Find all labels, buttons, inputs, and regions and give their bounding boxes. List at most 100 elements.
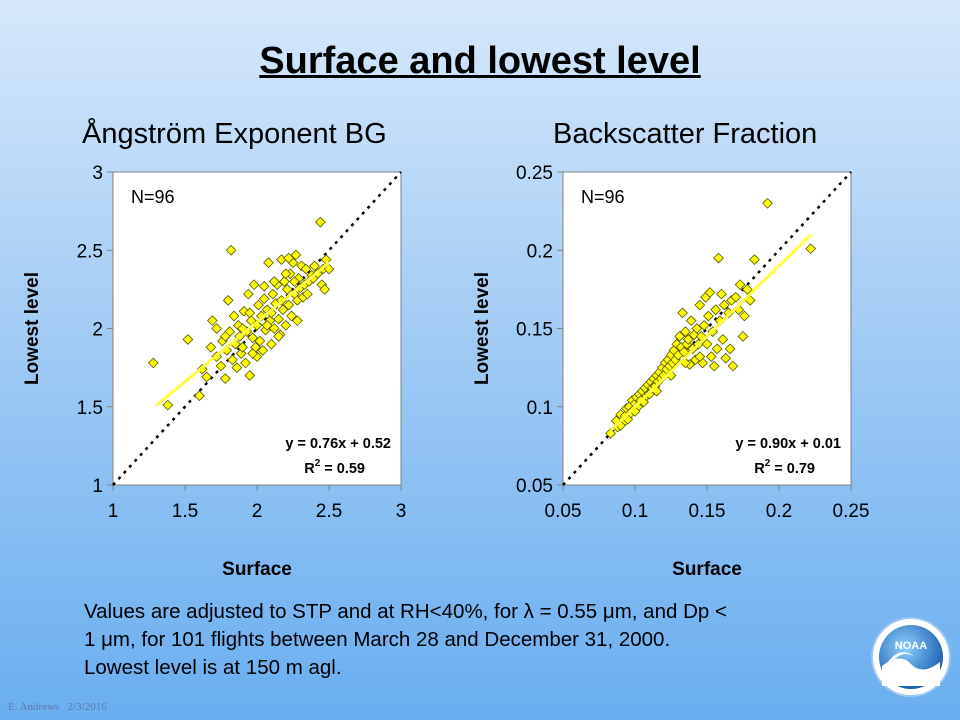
data-point bbox=[805, 243, 817, 255]
data-point bbox=[258, 280, 270, 292]
data-point bbox=[268, 323, 280, 334]
data-point bbox=[289, 276, 300, 287]
data-point bbox=[290, 249, 302, 261]
data-point bbox=[225, 244, 237, 256]
data-point bbox=[147, 357, 159, 369]
x-tick-label: 3 bbox=[396, 501, 407, 522]
noaa-logo-icon: NOAA bbox=[871, 617, 951, 697]
x-tick-label: 0.25 bbox=[833, 501, 870, 522]
data-point bbox=[206, 315, 218, 327]
backscatter-scatter-chart: 0.05 0.1 0.15 0.2 0.25 0.05 0.1 0.15 0.2 0.25 N=96… bbox=[472, 163, 870, 580]
data-point bbox=[730, 291, 742, 303]
data-point bbox=[240, 357, 251, 369]
footer: E. Andrews 2/3/2016 bbox=[8, 701, 107, 713]
data-point bbox=[242, 288, 254, 300]
data-point bbox=[739, 310, 750, 322]
data-point bbox=[302, 288, 313, 300]
data-point bbox=[671, 338, 683, 350]
data-point bbox=[219, 330, 231, 342]
data-point bbox=[703, 310, 714, 322]
data-point bbox=[182, 334, 194, 345]
data-point bbox=[201, 371, 212, 383]
data-point bbox=[162, 399, 174, 411]
data-point bbox=[319, 284, 331, 295]
data-point bbox=[266, 338, 277, 350]
data-point bbox=[247, 332, 259, 344]
data-point bbox=[705, 351, 717, 363]
data-point bbox=[749, 254, 760, 266]
x-tick-label: 0.05 bbox=[545, 501, 582, 522]
data-point bbox=[734, 279, 746, 291]
x-tick-label: 1.5 bbox=[172, 501, 198, 522]
data-point bbox=[267, 288, 279, 300]
x-tick-label: 0.15 bbox=[689, 501, 726, 522]
data-point bbox=[293, 273, 305, 284]
data-point bbox=[273, 313, 284, 325]
x-tick-label: 2 bbox=[252, 501, 263, 522]
data-point bbox=[231, 362, 243, 373]
data-point bbox=[227, 354, 238, 366]
data-point bbox=[720, 352, 732, 364]
data-point bbox=[283, 252, 295, 264]
data-point bbox=[727, 360, 739, 372]
data-point bbox=[718, 299, 730, 311]
data-point bbox=[205, 341, 217, 353]
x-axis-label: Surface bbox=[672, 559, 742, 580]
data-point bbox=[254, 335, 266, 347]
data-point bbox=[762, 197, 773, 209]
data-point bbox=[280, 320, 292, 331]
data-point bbox=[682, 334, 694, 345]
data-point bbox=[211, 323, 223, 334]
data-point bbox=[704, 287, 716, 298]
y-tick-label: 3 bbox=[92, 163, 103, 184]
data-point bbox=[685, 315, 697, 327]
n-label: N=96 bbox=[581, 187, 625, 207]
fit-line bbox=[609, 233, 812, 432]
y-tick-label: 1.5 bbox=[77, 398, 103, 419]
data-point bbox=[691, 323, 703, 334]
x-tick-label: 2.5 bbox=[316, 501, 342, 522]
chart-title-angstrom: Ångström Exponent BG bbox=[82, 118, 387, 150]
fit-line bbox=[155, 261, 330, 407]
data-point bbox=[698, 320, 710, 331]
data-point bbox=[273, 330, 284, 342]
x-tick-label: 1 bbox=[108, 501, 119, 522]
data-point bbox=[680, 326, 691, 337]
data-point bbox=[253, 299, 264, 311]
data-point bbox=[291, 315, 303, 327]
data-point bbox=[711, 343, 723, 355]
caption: Values are adjusted to STP and at RH<40%… bbox=[84, 598, 864, 682]
data-point bbox=[263, 257, 274, 269]
data-point bbox=[717, 334, 729, 345]
data-point bbox=[708, 360, 720, 372]
data-point bbox=[261, 320, 273, 331]
data-point bbox=[314, 216, 326, 228]
caption-line-1: Values are adjusted to STP and at RH<40%… bbox=[84, 600, 727, 623]
data-point bbox=[286, 310, 297, 322]
caption-line-2: 1 μm, for 101 flights between March 28 a… bbox=[84, 628, 671, 651]
data-point bbox=[677, 307, 688, 319]
data-point bbox=[710, 304, 722, 316]
data-point bbox=[247, 348, 259, 359]
data-point bbox=[278, 276, 290, 287]
data-point bbox=[215, 360, 227, 372]
data-point bbox=[309, 260, 320, 272]
slide-title: Surface and lowest level bbox=[259, 40, 701, 82]
data-point bbox=[219, 373, 231, 384]
data-point bbox=[268, 276, 280, 287]
data-point bbox=[280, 268, 292, 280]
y-tick-label: 0.15 bbox=[516, 320, 553, 341]
x-tick-label: 0.2 bbox=[766, 501, 792, 522]
x-tick-label: 0.1 bbox=[622, 501, 648, 522]
data-point bbox=[194, 390, 205, 402]
r-squared: R2 = 0.59 bbox=[304, 458, 365, 477]
y-axis-label: Lowest level bbox=[22, 272, 43, 385]
y-tick-label: 0.05 bbox=[516, 476, 553, 497]
y-tick-label: 2.5 bbox=[77, 241, 103, 262]
data-point bbox=[277, 304, 289, 316]
y-tick-label: 1 bbox=[92, 476, 103, 497]
data-point bbox=[300, 263, 312, 275]
one-to-one-line bbox=[562, 171, 852, 486]
data-point bbox=[724, 343, 736, 355]
y-tick-label: 0.25 bbox=[516, 163, 553, 184]
